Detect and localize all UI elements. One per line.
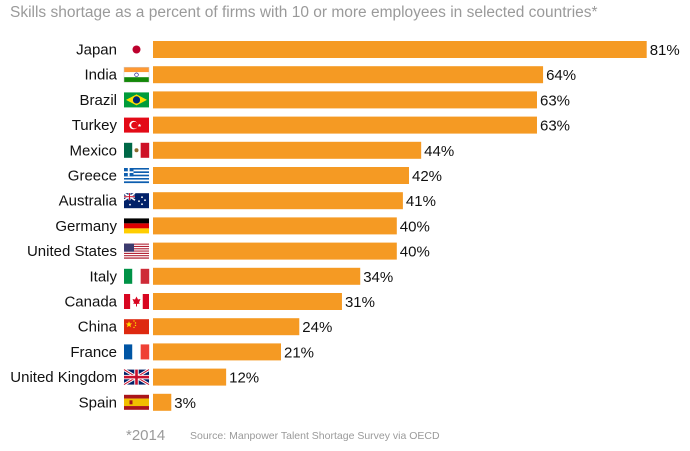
value-label-france: 21%: [284, 344, 314, 361]
value-label-japan: 81%: [650, 42, 680, 59]
category-label-greece: Greece: [68, 168, 117, 185]
spain-flag-icon: [124, 394, 149, 410]
bar-brazil: [153, 91, 537, 109]
bar-australia: [153, 192, 403, 210]
mexico-flag-icon: [124, 142, 150, 158]
value-label-india: 64%: [546, 67, 576, 84]
value-label-greece: 42%: [412, 168, 442, 185]
category-label-turkey: Turkey: [72, 117, 118, 134]
category-label-mexico: Mexico: [69, 142, 117, 159]
category-label-united-states: United States: [27, 243, 117, 260]
japan-flag-icon: [132, 45, 141, 54]
france-flag-icon: [124, 344, 150, 360]
bar-united-states: [153, 242, 397, 260]
bar-greece: [153, 167, 409, 184]
bar-canada: [153, 293, 342, 310]
value-label-brazil: 63%: [540, 92, 570, 109]
value-label-united-states: 40%: [400, 244, 430, 261]
category-label-brazil: Brazil: [79, 92, 117, 109]
category-label-spain: Spain: [79, 394, 117, 411]
chart-rows: Japan 81% India 64% Brazil 63% Turkey 63% Mexico…: [10, 41, 680, 412]
bar-france: [153, 343, 281, 361]
category-label-canada: Canada: [64, 294, 117, 311]
value-label-spain: 3%: [174, 395, 196, 412]
united-states-flag-icon: [124, 243, 149, 259]
bar-spain: [153, 393, 172, 411]
italy-flag-icon: [124, 268, 150, 284]
bar-china: [153, 318, 300, 336]
chart-title: Skills shortage as a percent of firms wi…: [10, 4, 598, 21]
bar-turkey: [153, 116, 537, 134]
category-label-australia: Australia: [59, 193, 118, 210]
value-label-turkey: 63%: [540, 118, 570, 135]
united-kingdom-flag-icon: [123, 368, 150, 386]
category-label-china: China: [78, 319, 118, 336]
bar-germany: [153, 217, 397, 235]
value-label-united-kingdom: 12%: [229, 370, 259, 387]
value-label-canada: 31%: [345, 294, 375, 311]
canada-flag-icon: [124, 294, 149, 309]
australia-flag-icon: [123, 192, 149, 209]
turkey-flag-icon: [124, 117, 149, 133]
germany-flag-icon: [124, 218, 149, 234]
category-label-india: India: [84, 67, 117, 84]
india-flag-icon: [123, 66, 150, 83]
bar-italy: [153, 267, 361, 285]
bar-united-kingdom: [153, 368, 227, 386]
category-label-united-kingdom: United Kingdom: [10, 369, 117, 386]
value-label-mexico: 44%: [424, 143, 454, 160]
value-label-italy: 34%: [363, 269, 393, 286]
value-label-germany: 40%: [400, 218, 430, 235]
category-label-france: France: [70, 344, 117, 361]
brazil-flag-icon: [124, 92, 149, 108]
category-label-italy: Italy: [89, 268, 117, 285]
value-label-australia: 41%: [406, 193, 436, 210]
greece-flag-icon: [124, 168, 149, 184]
category-label-germany: Germany: [55, 218, 117, 235]
category-label-japan: Japan: [76, 42, 117, 59]
footnote-year: *2014: [126, 427, 165, 444]
bar-india: [153, 66, 544, 84]
value-label-china: 24%: [302, 319, 332, 336]
bar-japan: [153, 41, 647, 58]
bar-mexico: [153, 141, 422, 159]
china-flag-icon: [124, 319, 149, 335]
source-note: Source: Manpower Talent Shortage Survey …: [190, 430, 440, 442]
